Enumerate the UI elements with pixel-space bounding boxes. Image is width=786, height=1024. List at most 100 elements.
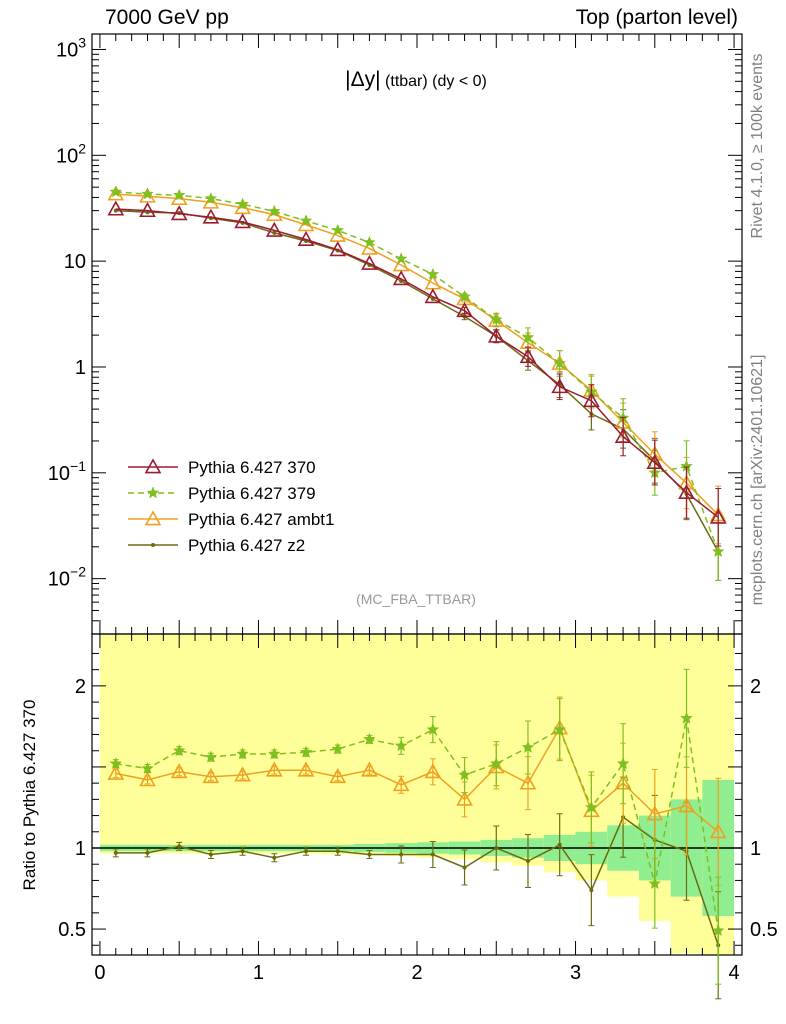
main-point-p370 <box>456 302 473 318</box>
ratio-point-z2 <box>335 849 340 854</box>
ratio-point-ambt1 <box>361 761 378 777</box>
main-point-p379 <box>363 235 376 248</box>
y-tick-label-base: 10 <box>48 569 70 591</box>
header-left: 7000 GeV pp <box>105 6 229 29</box>
y-tick-label: 1 <box>75 357 86 379</box>
main-point-p370 <box>297 230 315 246</box>
ratio-point-p379 <box>489 757 503 770</box>
main-point-p370 <box>234 213 251 229</box>
main-point-ambt1 <box>170 189 188 205</box>
main-point-p370 <box>583 392 600 408</box>
y-tick-label-exponent: −1 <box>70 458 86 474</box>
legend-label-p370: Pythia 6.427 370 <box>188 458 316 477</box>
main-point-p370 <box>424 288 442 304</box>
ratio-point-z2 <box>462 865 467 870</box>
legend-label-z2: Pythia 6.427 z2 <box>188 536 305 555</box>
ratio-point-p379 <box>585 800 598 813</box>
y-tick-label-base: 10 <box>56 39 78 61</box>
ratio-point-ambt1 <box>519 774 537 790</box>
plot-title-sub: (ttbar) (dy < 0) <box>381 73 487 90</box>
main-point-p370 <box>265 221 283 237</box>
main-point-p370 <box>139 201 156 218</box>
main-point-p370 <box>646 453 664 469</box>
ratio-band-outer <box>448 634 481 860</box>
ratio-point-z2 <box>525 858 530 863</box>
ratio-y-axis-label: Ratio to Pythia 6.427 370 <box>20 700 39 891</box>
main-point-p370 <box>361 254 378 270</box>
y-tick-label: 102 <box>56 140 86 167</box>
legend-label-ambt1: Pythia 6.427 ambt1 <box>188 510 334 529</box>
ratio-point-p379 <box>236 747 249 760</box>
ratio-y-tick-label: 0.5 <box>58 919 86 941</box>
main-point-p379 <box>172 188 186 201</box>
ratio-point-ambt1 <box>265 761 283 777</box>
ratio-point-z2 <box>208 852 213 857</box>
ratio-y-tick-label-right: 2 <box>750 676 761 698</box>
main-point-p370 <box>329 241 347 257</box>
ratio-point-p379 <box>458 768 471 781</box>
main-point-p370 <box>487 327 505 343</box>
x-tick-label: 4 <box>729 962 740 984</box>
y-tick-label: 10 <box>64 251 86 273</box>
y-tick-label: 103 <box>56 34 86 61</box>
ratio-band-outer <box>417 634 449 858</box>
ratio-line-p379 <box>115 718 719 931</box>
ratio-band-outer <box>290 634 322 854</box>
legend-marker-p370 <box>144 458 162 474</box>
legend-marker-z2 <box>151 543 155 547</box>
ratio-point-ambt1 <box>646 805 664 821</box>
ratio-point-z2 <box>272 855 277 860</box>
main-point-ambt1 <box>265 205 283 222</box>
ratio-point-z2 <box>589 888 594 893</box>
ratio-band-outer <box>195 634 227 854</box>
ratio-point-z2 <box>557 842 562 847</box>
ratio-point-p379 <box>363 732 376 745</box>
x-tick-label: 2 <box>411 962 422 984</box>
ratio-y-tick-label-right: 0.5 <box>750 919 778 941</box>
ratio-point-z2 <box>113 850 118 855</box>
ratio-point-z2 <box>304 849 309 854</box>
main-point-p379 <box>331 223 345 236</box>
main-point-p370 <box>551 378 569 394</box>
ratio-point-ambt1 <box>139 771 156 787</box>
y-tick-label-base: 1 <box>75 357 86 379</box>
main-point-p370 <box>170 205 188 221</box>
main-point-p370 <box>107 200 125 216</box>
main-point-p379 <box>236 197 249 210</box>
header-right: Top (parton level) <box>575 6 738 29</box>
main-point-p379 <box>711 544 725 558</box>
ratio-band-outer <box>226 634 259 854</box>
ratio-band-outer <box>99 634 132 854</box>
main-point-p379 <box>458 290 471 303</box>
ratio-point-ambt1 <box>107 764 125 780</box>
main-line-p370 <box>115 208 719 518</box>
ratio-y-tick-label: 1 <box>75 838 86 860</box>
x-tick-label: 3 <box>570 962 581 984</box>
ratio-point-z2 <box>367 852 372 857</box>
main-point-p370 <box>519 348 537 364</box>
plot-title-main: |Δy| <box>345 68 380 91</box>
ratio-line-ambt1 <box>115 726 719 833</box>
y-tick-label-base: 10 <box>56 145 78 167</box>
main-point-z2 <box>272 230 277 235</box>
x-tick-label: 0 <box>94 962 105 984</box>
ratio-point-p379 <box>331 742 345 755</box>
ratio-band-outer <box>131 634 164 854</box>
ratio-band-outer <box>353 634 386 856</box>
ratio-point-z2 <box>430 852 435 857</box>
ratio-point-p379 <box>204 750 218 763</box>
main-point-ambt1 <box>202 193 220 209</box>
x-tick-label: 1 <box>253 962 264 984</box>
ratio-point-ambt1 <box>709 823 727 839</box>
ratio-point-p379 <box>172 744 186 757</box>
ratio-line-z2 <box>115 816 719 946</box>
ratio-point-ambt1 <box>234 766 251 782</box>
main-point-p379 <box>489 313 503 326</box>
legend-label-p379: Pythia 6.427 379 <box>188 484 316 503</box>
ratio-point-p379 <box>267 747 281 760</box>
ratio-point-p379 <box>616 757 630 770</box>
main-point-p370 <box>709 508 727 524</box>
main-point-p379 <box>267 204 281 217</box>
plot-title: |Δy| (ttbar) (dy < 0) <box>345 68 487 91</box>
ratio-point-p379 <box>711 924 725 937</box>
